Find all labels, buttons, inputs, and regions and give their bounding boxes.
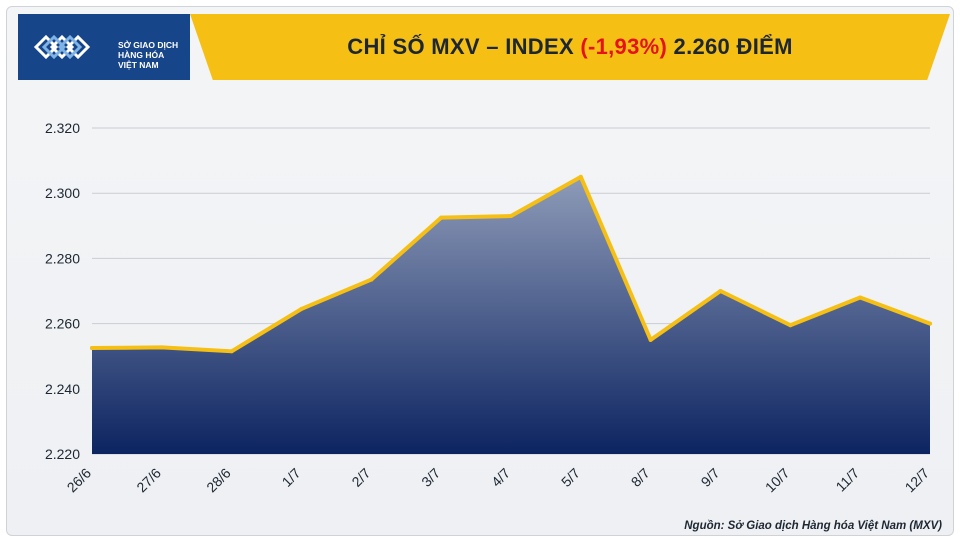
logo-line-3: VIỆT NAM	[118, 60, 159, 70]
title-suffix: 2.260 ĐIỂM	[667, 34, 793, 59]
y-tick-label: 2.220	[45, 446, 80, 462]
y-tick-label: 2.240	[45, 381, 80, 397]
data-point	[439, 215, 444, 220]
x-tick-label: 28/6	[203, 465, 234, 496]
title-change: (-1,93%)	[580, 34, 668, 59]
data-point	[578, 174, 583, 179]
data-point	[509, 214, 513, 219]
mxv-logo: SỞ GIAO DỊCH HÀNG HÓA VIỆT NAM	[18, 14, 190, 80]
y-tick-label: 2.260	[45, 316, 80, 332]
logo-text: SỞ GIAO DỊCH HÀNG HÓA VIỆT NAM	[118, 40, 178, 70]
logo-line-2: HÀNG HÓA	[118, 50, 165, 60]
title-banner	[190, 14, 950, 80]
data-point	[718, 289, 723, 293]
data-point	[928, 321, 932, 326]
title-prefix: CHỈ SỐ MXV – INDEX	[347, 34, 581, 59]
x-tick-label: 1/7	[279, 465, 304, 490]
data-point	[648, 337, 653, 342]
data-point	[299, 306, 304, 311]
data-point	[369, 277, 374, 282]
data-point	[90, 346, 94, 351]
x-tick-label: 8/7	[628, 465, 653, 490]
x-tick-label: 5/7	[558, 465, 583, 490]
source-note: Nguồn: Sở Giao dịch Hàng hóa Việt Nam (M…	[684, 520, 942, 532]
y-tick-label: 2.320	[45, 120, 80, 136]
x-tick-label: 26/6	[64, 465, 95, 496]
logo-icon	[33, 34, 91, 60]
x-tick-label: 10/7	[762, 465, 793, 496]
data-point	[159, 345, 164, 350]
x-tick-label: 11/7	[832, 465, 862, 495]
x-tick-label: 2/7	[348, 465, 373, 490]
chart-title: CHỈ SỐ MXV – INDEX (-1,93%) 2.260 ĐIỂM	[190, 14, 950, 80]
data-point	[788, 323, 793, 328]
data-point	[858, 295, 863, 300]
x-tick-label: 12/7	[902, 465, 933, 496]
y-tick-label: 2.300	[45, 185, 80, 201]
x-tick-label: 27/6	[133, 465, 164, 496]
data-point	[229, 349, 234, 354]
x-tick-label: 3/7	[418, 465, 443, 490]
x-tick-label: 4/7	[488, 465, 513, 490]
logo-line-1: SỞ GIAO DỊCH	[118, 40, 179, 50]
y-tick-label: 2.280	[45, 250, 80, 266]
x-tick-label: 9/7	[698, 465, 723, 490]
series-area	[92, 176, 930, 454]
